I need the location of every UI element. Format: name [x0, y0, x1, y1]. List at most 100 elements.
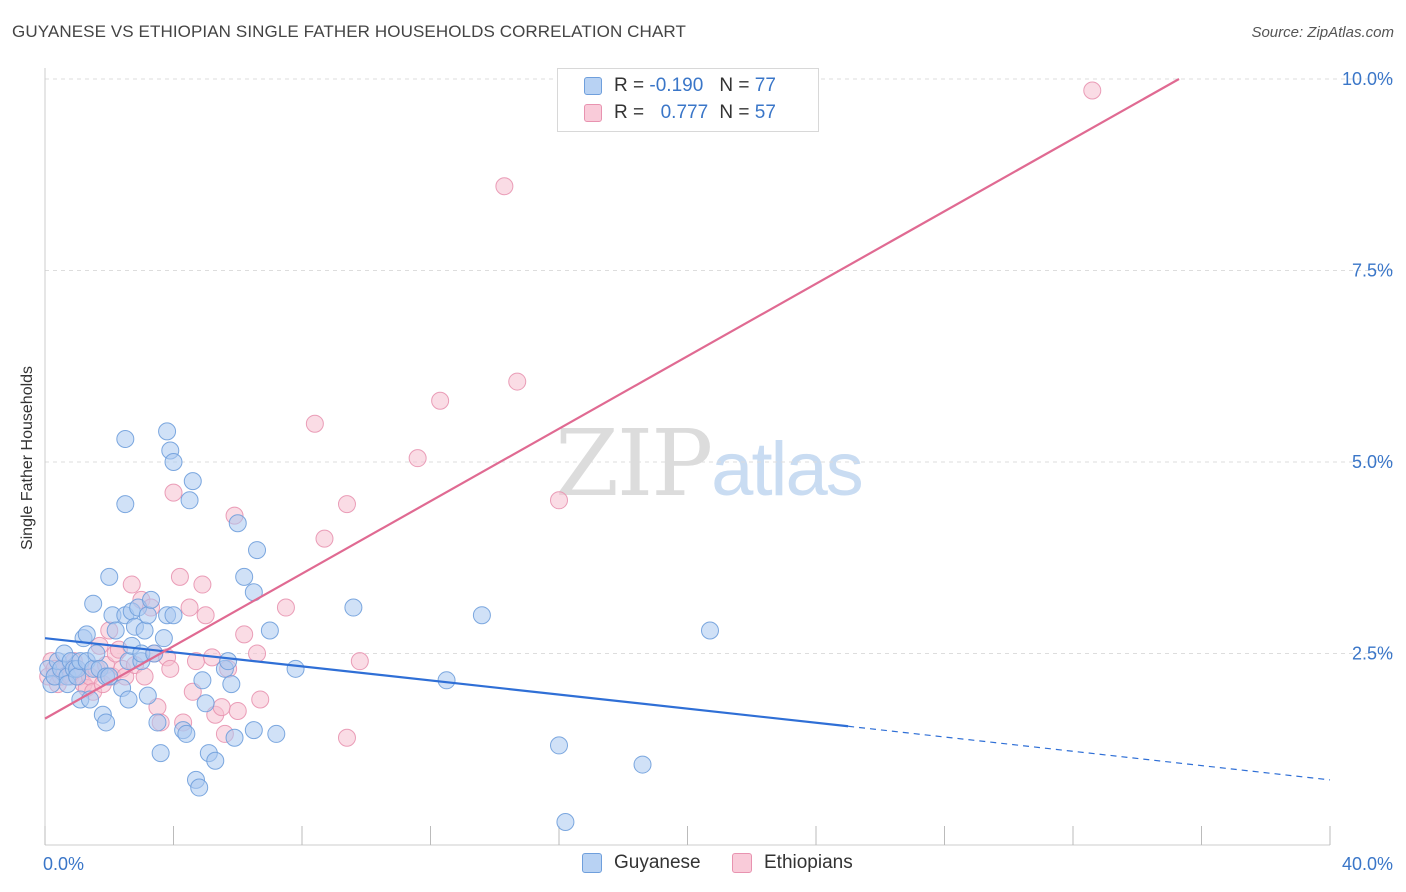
- guyanese-point: [164, 606, 183, 625]
- ethiopian-point: [408, 449, 427, 468]
- y-tick-label: 7.5%: [1352, 261, 1393, 281]
- legend-r-value: -0.190: [649, 75, 704, 96]
- legend-r-label: R =: [614, 102, 645, 123]
- guyanese-point: [196, 694, 215, 713]
- legend-item-ethiopians: Ethiopians: [732, 852, 853, 874]
- guyanese-point: [193, 671, 212, 690]
- guyanese-point: [142, 590, 161, 609]
- legend-label-guyanese: Guyanese: [614, 852, 701, 873]
- guyanese-point: [225, 728, 244, 747]
- legend-row-guyanese: R = -0.190 N = 77: [584, 73, 776, 99]
- legend-swatch-pink: [584, 104, 602, 122]
- guyanese-point: [180, 491, 199, 510]
- series-legend: Guyanese Ethiopians: [0, 852, 1406, 878]
- ethiopian-point: [248, 644, 267, 663]
- y-tick-label: 10.0%: [1342, 69, 1393, 89]
- guyanese-point: [556, 813, 575, 832]
- ethiopian-point: [305, 414, 324, 433]
- guyanese-point: [267, 724, 286, 743]
- ethiopian-point: [276, 598, 295, 617]
- legend-r-value: 0.777: [660, 102, 709, 123]
- chart-title: GUYANESE VS ETHIOPIAN SINGLE FATHER HOUS…: [12, 22, 686, 41]
- guyanese-point: [148, 713, 167, 732]
- guyanese-point: [219, 652, 238, 671]
- guyanese-point: [135, 621, 154, 640]
- ethiopian-point: [196, 606, 215, 625]
- guyanese-point: [100, 567, 119, 586]
- ethiopian-point: [350, 652, 369, 671]
- legend-n-label: N =: [719, 75, 750, 96]
- guyanese-point: [222, 675, 241, 694]
- guyanese-point: [116, 430, 135, 449]
- ethiopian-point: [235, 625, 254, 644]
- guyanese-point: [116, 495, 135, 514]
- legend-swatch-blue: [582, 853, 602, 873]
- ethiopian-point: [161, 659, 180, 678]
- legend-r-label: R =: [614, 75, 645, 96]
- guyanese-point: [138, 606, 157, 625]
- guyanese-point: [437, 671, 456, 690]
- ethiopian-point: [183, 682, 202, 701]
- ethiopian-point: [180, 598, 199, 617]
- ethiopian-point: [228, 701, 247, 720]
- legend-swatch-pink: [732, 853, 752, 873]
- watermark-atlas: atlas: [711, 427, 864, 512]
- x-tick-label: 0.0%: [43, 854, 84, 874]
- guyanese-point: [84, 594, 103, 613]
- guyanese-point: [138, 686, 157, 705]
- guyanese-point: [77, 625, 96, 644]
- guyanese-point: [164, 453, 183, 471]
- guyanese-point: [97, 713, 116, 732]
- ethiopian-point: [337, 728, 356, 747]
- guyanese-trend-line: [44, 637, 849, 728]
- ethiopian-trend-line: [44, 78, 1180, 720]
- guyanese-point: [286, 659, 305, 678]
- legend-swatch-blue: [584, 77, 602, 95]
- guyanese-point: [177, 724, 196, 743]
- guyanese-point: [244, 721, 263, 740]
- legend-n-value: 77: [754, 75, 776, 96]
- guyanese-point: [106, 621, 125, 640]
- ethiopian-point: [122, 575, 141, 594]
- guyanese-point: [206, 751, 225, 770]
- legend-row-ethiopians: R = 0.777 N = 57: [584, 100, 776, 126]
- ethiopian-point: [251, 690, 270, 709]
- guyanese-point: [248, 541, 267, 560]
- source-label: Source: ZipAtlas.com: [1251, 24, 1394, 41]
- guyanese-point: [151, 744, 170, 763]
- correlation-legend: R = -0.190 N = 77 R = 0.777 N = 57: [557, 68, 819, 132]
- guyanese-point: [700, 621, 719, 640]
- ethiopian-point: [1083, 81, 1102, 100]
- legend-item-guyanese: Guyanese: [582, 852, 701, 874]
- guyanese-point: [158, 422, 177, 441]
- watermark-zip: ZIP: [555, 410, 713, 517]
- ethiopian-point: [337, 495, 356, 514]
- ethiopian-point: [135, 667, 154, 686]
- ethiopian-point: [495, 177, 514, 196]
- guyanese-point: [154, 629, 173, 648]
- x-tick-label: 40.0%: [1342, 854, 1393, 874]
- guyanese-point: [550, 736, 568, 755]
- guyanese-point: [260, 621, 279, 640]
- guyanese-point: [228, 514, 247, 533]
- guyanese-point: [183, 472, 202, 491]
- guyanese-point: [235, 567, 254, 586]
- ethiopian-point: [550, 491, 568, 510]
- guyanese-point: [344, 598, 363, 617]
- guyanese-point: [68, 667, 87, 686]
- ethiopian-point: [508, 372, 527, 391]
- guyanese-point: [190, 778, 209, 797]
- guyanese-point: [87, 644, 106, 663]
- ethiopian-point: [170, 567, 189, 586]
- ethiopian-point: [431, 391, 450, 410]
- guyanese-point: [633, 755, 652, 774]
- guyanese-trend-extension: [848, 725, 1331, 781]
- guyanese-point: [472, 606, 491, 625]
- ethiopian-point: [164, 483, 183, 502]
- ethiopian-point: [212, 698, 231, 717]
- guyanese-point: [119, 690, 138, 709]
- legend-label-ethiopians: Ethiopians: [764, 852, 853, 873]
- y-tick-label: 2.5%: [1352, 644, 1393, 664]
- ethiopian-point: [193, 575, 212, 594]
